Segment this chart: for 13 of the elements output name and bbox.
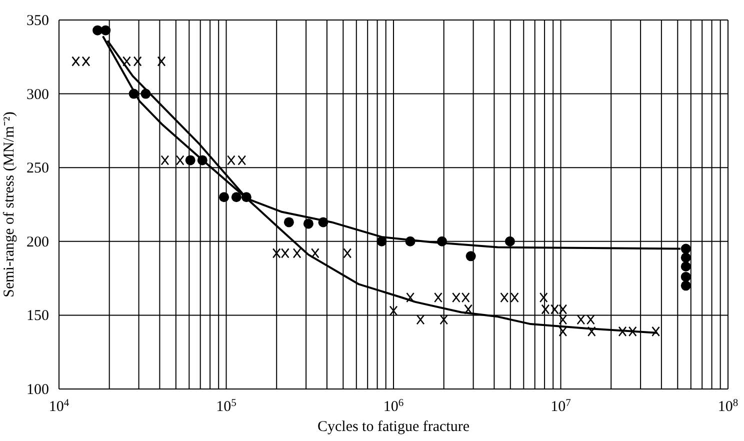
y-tick-label: 100 (26, 382, 49, 398)
x-axis-title: Cycles to fatigue fracture (317, 419, 470, 435)
y-tick-label: 250 (26, 160, 49, 177)
y-tick-label: 150 (26, 308, 49, 324)
x-tick-label: 10$^{6}$ (383, 398, 404, 415)
y-tick-label: 300 (26, 86, 49, 103)
y-tick-label: 200 (26, 234, 49, 250)
x-tick-label: 10$^{8}$ (718, 398, 738, 415)
y-tick-label: 350 (26, 13, 49, 29)
y-axis-title: Semi-range of stress (MN/m⁻²) (1, 112, 18, 298)
x-tick-label: 10$^{4}$ (48, 398, 70, 415)
x-tick-label: 10$^{7}$ (550, 398, 571, 415)
x-tick-label: 10$^{5}$ (216, 398, 236, 415)
